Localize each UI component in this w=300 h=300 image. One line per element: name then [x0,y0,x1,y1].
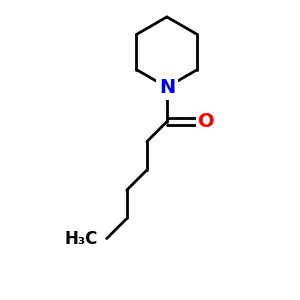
Text: O: O [198,112,215,131]
Text: N: N [159,78,175,97]
Text: H₃C: H₃C [64,230,98,247]
